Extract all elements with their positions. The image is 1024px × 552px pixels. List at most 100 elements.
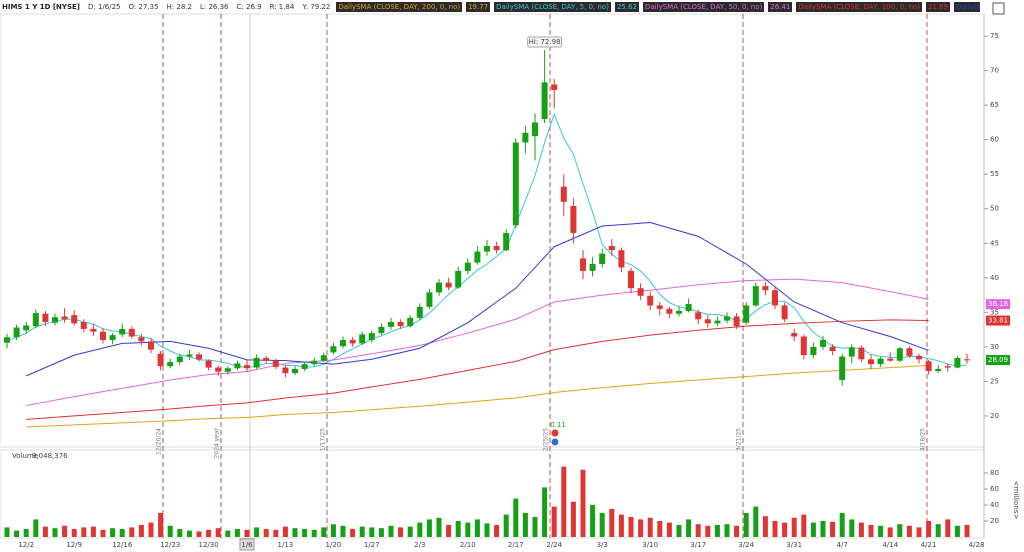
- readout: D: 1/6/25: [88, 3, 121, 11]
- study-value: 26.41: [768, 2, 793, 12]
- candle-body: [954, 357, 961, 368]
- candle-body: [964, 359, 970, 361]
- volume-bar: [906, 525, 912, 537]
- candle-body: [215, 367, 222, 372]
- candle-body: [580, 258, 586, 271]
- candle-body: [32, 313, 39, 327]
- candle-body: [455, 270, 462, 288]
- candle-body: [42, 313, 49, 323]
- volume-bar: [791, 517, 797, 537]
- candle-body: [906, 348, 913, 356]
- candle-body: [61, 316, 68, 320]
- volume-bar: [484, 523, 490, 537]
- x-tick-label: 4/14: [882, 541, 898, 549]
- volume-bar: [311, 529, 317, 537]
- volume-bar: [714, 525, 720, 537]
- moving-average: [6, 112, 968, 369]
- candle-body: [512, 142, 519, 226]
- volume-bar: [234, 529, 240, 537]
- candle-body: [877, 358, 884, 365]
- y-tick-label: 70: [990, 67, 999, 75]
- candle-body: [119, 328, 126, 335]
- volume-bar: [417, 522, 423, 537]
- volume-bar: [436, 517, 442, 537]
- moving-average: [26, 278, 929, 407]
- candle-body: [71, 315, 78, 324]
- y-tick-label: 35: [990, 308, 999, 316]
- volume-bar: [302, 529, 308, 537]
- volume-bar: [119, 529, 125, 537]
- volume-bar: [158, 513, 164, 537]
- y-tick-label: 75: [990, 32, 999, 40]
- candle-body: [301, 364, 308, 369]
- candle-body: [916, 355, 922, 360]
- study-name: DailySMA (CLOSE, DAY, 50, 0, no): [643, 2, 765, 12]
- candle-body: [647, 295, 654, 306]
- x-tick-label: 1/20: [326, 541, 342, 549]
- cursor-box: [239, 538, 255, 551]
- candle-body: [436, 282, 442, 293]
- study-name: DailySMA (CLOSE, DAY, 200, 0, no): [336, 2, 463, 12]
- event-label: 2024 year: [214, 427, 221, 458]
- study-name: DailySMA (CLOSE, DAY, 20, 0, no): [954, 2, 980, 12]
- volume-bar: [206, 529, 212, 537]
- candle-body: [676, 310, 682, 314]
- candle-body: [560, 186, 567, 202]
- volume-bar: [551, 506, 557, 537]
- y-tick-label: 30: [990, 343, 999, 351]
- event-label: 4/18/25: [920, 428, 927, 451]
- candle-body: [762, 286, 769, 291]
- volume-bar: [177, 529, 183, 537]
- volume-panel: [0, 449, 985, 539]
- y-tick-label: 40: [990, 274, 999, 282]
- volume-bar: [801, 514, 807, 537]
- volume-bar: [772, 521, 778, 537]
- volume-tick-label: 80: [990, 469, 999, 477]
- volume-bar: [513, 498, 519, 537]
- candle-body: [90, 328, 97, 332]
- volume-bar: [446, 525, 452, 537]
- study-value: 21.89: [926, 2, 951, 12]
- x-tick-label: 12/2: [18, 541, 34, 549]
- volume-bar: [398, 527, 404, 537]
- candle-body: [311, 360, 318, 365]
- volume-bar: [110, 528, 116, 537]
- candle-body: [656, 305, 663, 309]
- readout: H: 28.2: [166, 3, 192, 11]
- candle-body: [282, 367, 289, 374]
- x-tick-label: 12/23: [160, 541, 180, 549]
- x-tick-label: 12/16: [112, 541, 133, 549]
- volume-bar: [71, 529, 77, 537]
- candle-body: [340, 339, 346, 347]
- volume-bar: [878, 525, 884, 537]
- volume-bar: [196, 531, 202, 537]
- settings-icon[interactable]: [992, 2, 1005, 15]
- hi-box: [527, 36, 563, 48]
- volume-bar: [830, 521, 836, 537]
- volume-bar: [340, 525, 346, 537]
- y-tick-label: 20: [990, 412, 999, 420]
- candle-body: [704, 319, 711, 324]
- volume-bar: [465, 522, 471, 537]
- y-tick-label: 60: [990, 136, 999, 144]
- candle-body: [330, 346, 337, 353]
- candle-body: [858, 347, 865, 360]
- volume-bar: [964, 525, 970, 537]
- earnings-icon: [551, 429, 559, 437]
- volume-bar: [705, 525, 711, 537]
- candle-body: [157, 353, 164, 367]
- candle-body: [445, 282, 452, 288]
- volume-bar: [810, 522, 816, 537]
- candle-body: [935, 368, 942, 372]
- candle-body: [167, 362, 174, 367]
- study-value: 25.62: [614, 2, 639, 12]
- volume-bar: [350, 529, 356, 537]
- x-tick-label: 3/31: [786, 541, 802, 549]
- earnings-label: 0.11: [550, 421, 566, 429]
- event-label: 3/21/25: [736, 428, 743, 451]
- candle-body: [109, 335, 116, 340]
- candle-body: [714, 320, 721, 324]
- x-tick-label: 2/10: [460, 541, 476, 549]
- candle-body: [253, 357, 260, 368]
